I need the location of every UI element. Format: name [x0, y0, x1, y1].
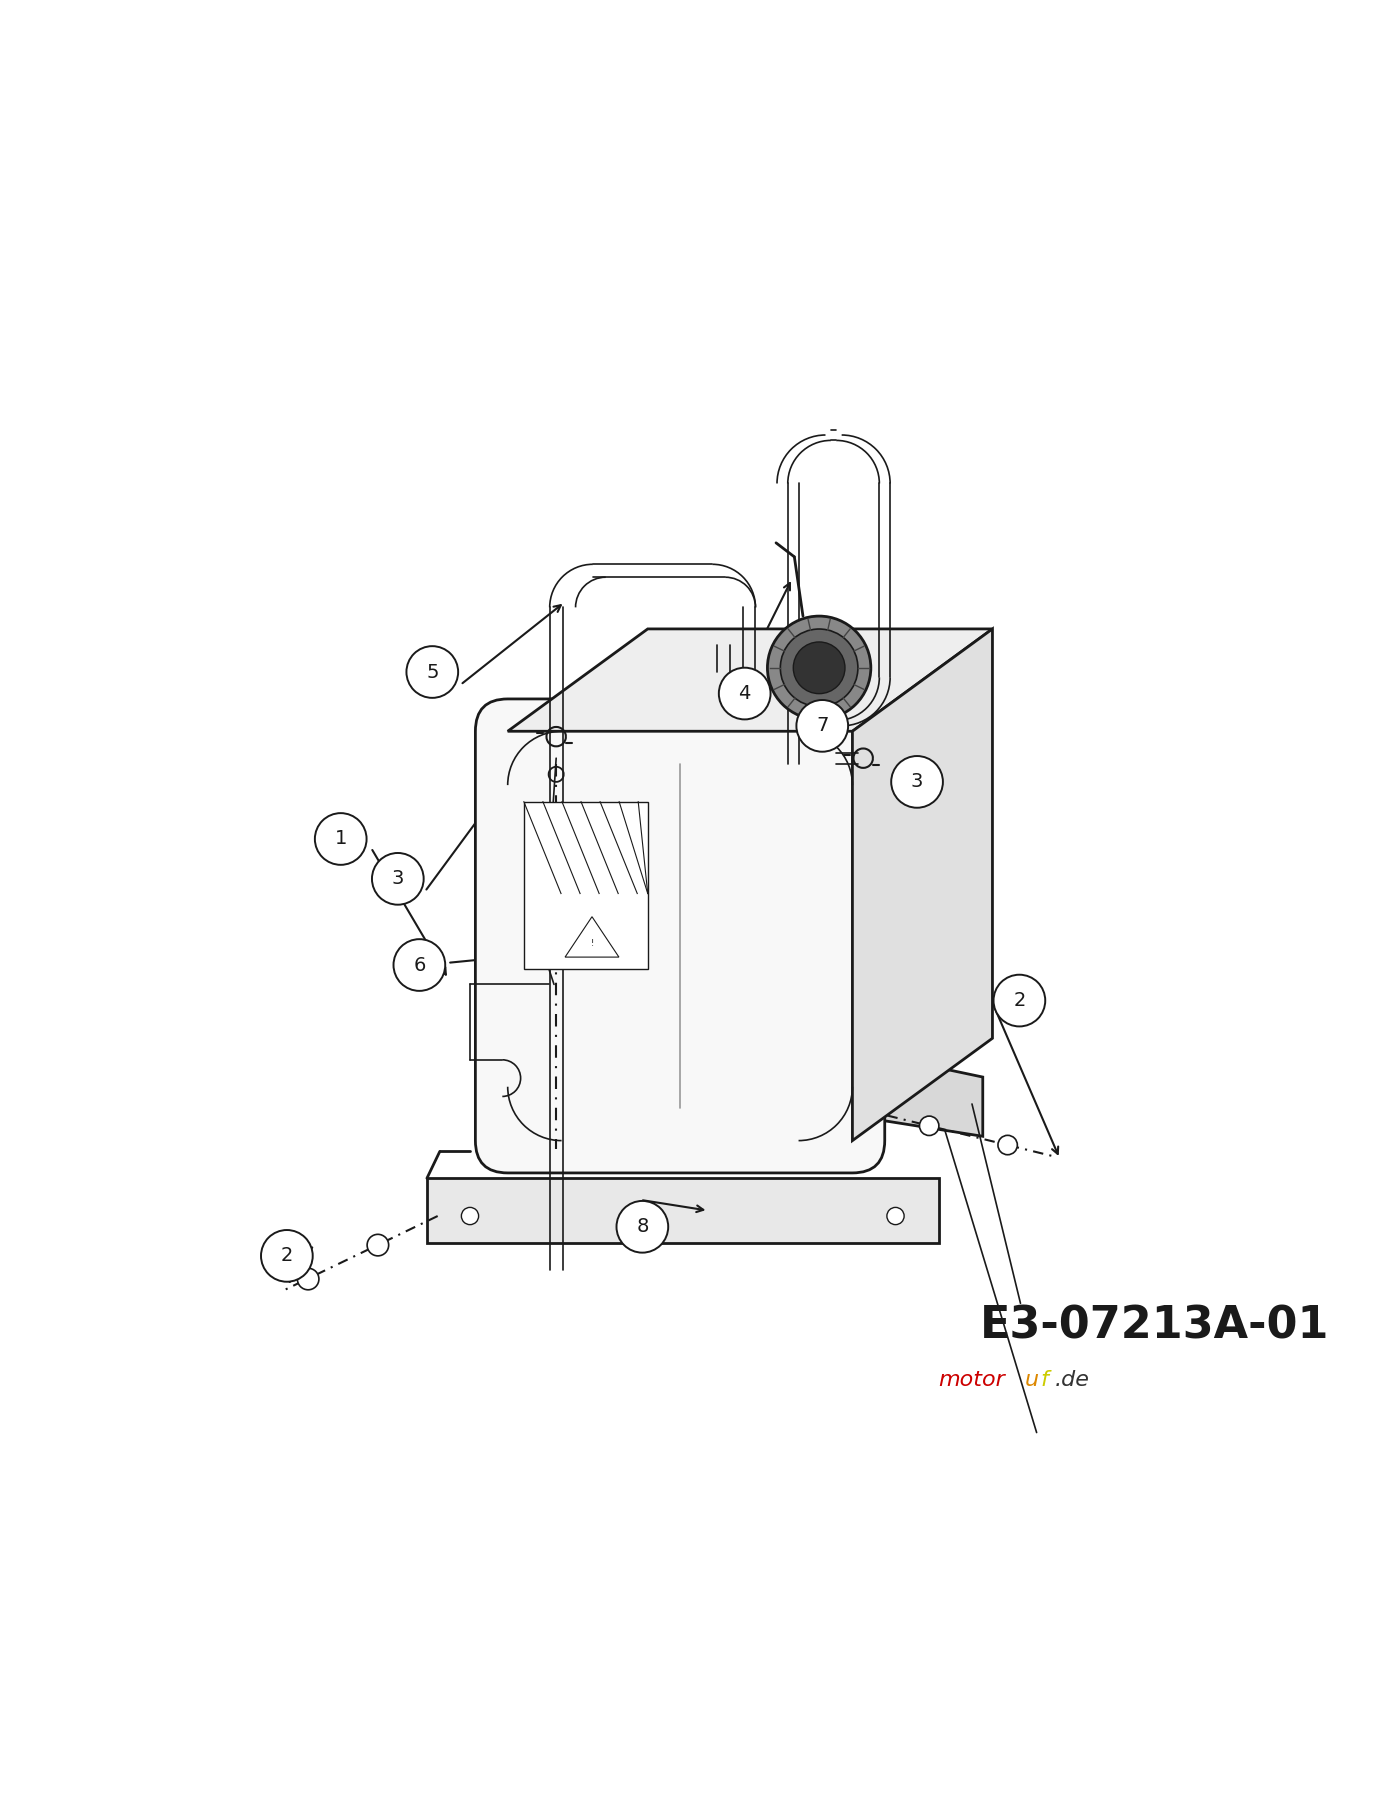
Circle shape: [393, 940, 445, 990]
Text: E3-07213A-01: E3-07213A-01: [980, 1305, 1329, 1348]
Text: motor: motor: [938, 1370, 1005, 1390]
Polygon shape: [880, 1055, 983, 1136]
Text: 7: 7: [816, 716, 828, 736]
Bar: [427, 1179, 938, 1244]
Text: 2: 2: [281, 1246, 293, 1265]
Circle shape: [261, 1229, 313, 1282]
Text: 3: 3: [910, 772, 923, 792]
Text: f: f: [1041, 1370, 1049, 1390]
Text: 8: 8: [637, 1217, 649, 1237]
Text: .de: .de: [1055, 1370, 1090, 1390]
FancyBboxPatch shape: [475, 698, 885, 1174]
Text: !: !: [591, 940, 594, 949]
Text: 1: 1: [335, 830, 348, 848]
Circle shape: [461, 1208, 478, 1224]
Circle shape: [719, 668, 770, 720]
Bar: [524, 801, 648, 968]
Circle shape: [297, 1269, 318, 1291]
Text: 2: 2: [1013, 992, 1026, 1010]
Circle shape: [796, 700, 848, 752]
Circle shape: [617, 1201, 669, 1253]
Circle shape: [406, 646, 459, 698]
Polygon shape: [507, 628, 992, 731]
Circle shape: [780, 628, 858, 707]
Polygon shape: [566, 916, 619, 958]
Circle shape: [767, 616, 872, 720]
Circle shape: [994, 976, 1045, 1026]
Circle shape: [887, 1208, 904, 1224]
Polygon shape: [852, 628, 992, 1141]
Circle shape: [794, 643, 845, 693]
Circle shape: [316, 814, 367, 864]
Circle shape: [891, 756, 942, 808]
Text: 3: 3: [392, 869, 404, 889]
Text: u: u: [1024, 1370, 1038, 1390]
Text: 6: 6: [413, 956, 425, 974]
Circle shape: [367, 1235, 389, 1256]
Circle shape: [919, 1116, 938, 1136]
Circle shape: [634, 1208, 651, 1224]
Text: 4: 4: [738, 684, 751, 704]
Circle shape: [998, 1136, 1017, 1156]
Text: 5: 5: [427, 662, 438, 682]
Circle shape: [373, 853, 424, 905]
